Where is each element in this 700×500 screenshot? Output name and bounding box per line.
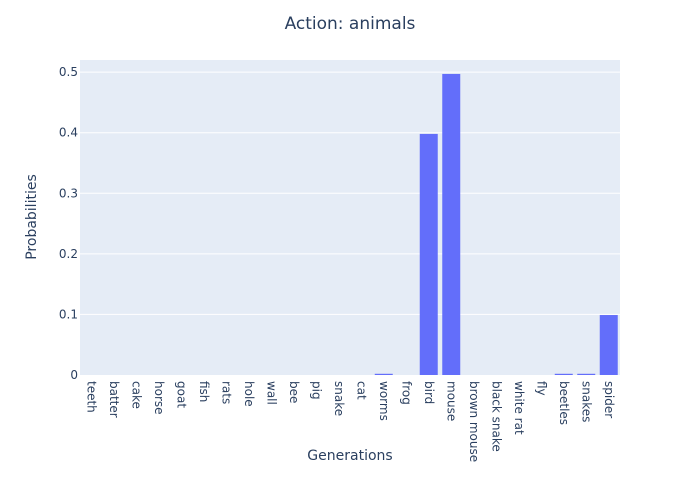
x-tick-label: cat [354, 381, 368, 400]
x-tick-label: fish [197, 381, 211, 402]
bar-mouse[interactable] [442, 73, 461, 376]
x-tick-label: bird [422, 381, 436, 404]
grid-lines [80, 71, 620, 315]
y-tick-label: 0.3 [59, 186, 78, 200]
plot-background [80, 60, 620, 375]
y-tick-label: 0.5 [59, 65, 78, 79]
x-tick-label: spider [602, 381, 616, 418]
x-axis-ticks: teeth batter cake horse goat fish rats hole wall… [84, 381, 616, 462]
bar-beetles[interactable] [554, 373, 573, 375]
bars [374, 73, 618, 376]
x-tick-label: worms [377, 381, 391, 421]
x-tick-label: cake [129, 381, 143, 409]
x-tick-label: white rat [512, 381, 526, 435]
x-tick-label: fly [534, 381, 548, 396]
bar-bird[interactable] [419, 133, 438, 375]
x-tick-label: goat [174, 381, 188, 408]
x-tick-label: brown mouse [467, 381, 481, 462]
x-tick-label: beetles [557, 381, 571, 425]
x-tick-label: black snake [489, 381, 503, 452]
x-tick-label: rats [219, 381, 233, 404]
y-tick-label: 0.2 [59, 247, 78, 261]
x-tick-label: snakes [579, 381, 593, 422]
chart-title: Action: animals [285, 14, 416, 34]
x-tick-label: horse [152, 381, 166, 415]
bar-snakes[interactable] [577, 373, 596, 375]
x-tick-label: pig [309, 381, 323, 400]
x-tick-label: batter [107, 381, 121, 418]
x-tick-label: hole [242, 381, 256, 407]
x-tick-label: mouse [444, 381, 458, 421]
x-tick-label: teeth [84, 381, 98, 413]
y-axis-title: Probabilities [24, 174, 40, 260]
y-tick-label: 0.4 [59, 126, 78, 140]
bar-worms[interactable] [374, 373, 393, 375]
x-tick-label: bee [287, 381, 301, 403]
x-tick-label: snake [332, 381, 346, 416]
x-tick-label: wall [264, 381, 278, 405]
x-axis-title: Generations [307, 448, 392, 464]
y-tick-label: 0 [70, 368, 78, 382]
bar-spider[interactable] [599, 315, 618, 375]
y-tick-label: 0.1 [59, 307, 78, 321]
x-tick-label: frog [399, 381, 413, 405]
y-axis-ticks: 0 0.1 0.2 0.3 0.4 0.5 [59, 65, 78, 382]
